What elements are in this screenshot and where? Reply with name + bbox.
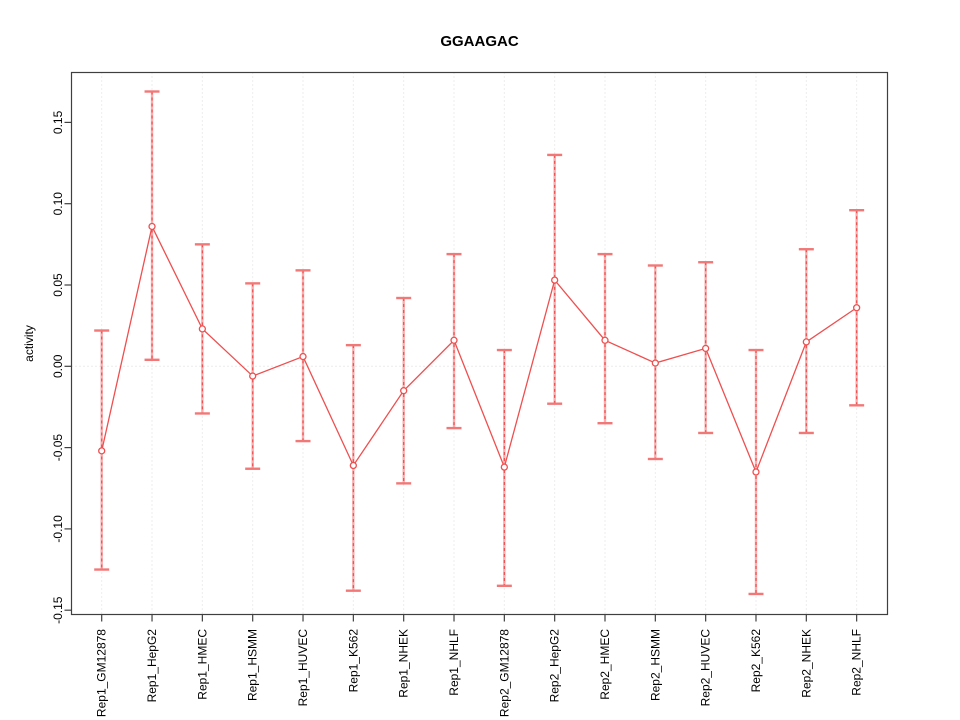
x-tick-label: Rep2_HMEC <box>598 629 612 700</box>
x-tick-label: Rep2_NHLF <box>850 629 864 696</box>
y-tick-label: 0.00 <box>51 354 65 378</box>
data-point-marker <box>601 336 609 344</box>
data-point-marker <box>349 461 358 470</box>
label-layer: 0.15 0.10 0.05 0.00 -0.05 -0.10 -0.15 Rep1_GM12… <box>51 110 864 717</box>
data-point-marker <box>802 338 810 346</box>
x-tick-label: Rep1_HMEC <box>195 629 209 700</box>
x-tick-label: Rep2_HSMM <box>648 629 662 701</box>
data-point-marker <box>752 468 760 476</box>
y-tick-label: 0.05 <box>51 273 65 297</box>
plot-border <box>70 71 889 616</box>
data-point-marker <box>98 447 106 455</box>
data-point-marker <box>651 359 659 367</box>
x-tick-label: Rep1_NHLF <box>447 629 461 696</box>
data-point-marker <box>299 352 307 361</box>
x-tick-label: Rep1_GM12878 <box>95 629 109 717</box>
data-point-marker <box>500 463 508 471</box>
y-tick-label: -0.15 <box>51 596 65 624</box>
data-point-marker <box>148 222 156 231</box>
x-tick-label: Rep1_HSMM <box>246 629 260 701</box>
y-axis-title: activity <box>22 325 36 362</box>
data-point-marker <box>400 387 408 395</box>
x-tick-label: Rep1_K562 <box>346 629 360 693</box>
data-point-marker <box>450 336 458 344</box>
x-tick-label: Rep1_HepG2 <box>145 629 159 703</box>
data-point-marker <box>702 344 710 353</box>
chart-title: GGAAGAC <box>440 33 519 50</box>
y-tick-label: 0.10 <box>51 192 65 216</box>
data-point-marker <box>198 325 207 333</box>
y-tick-label: -0.10 <box>51 515 65 543</box>
data-point-marker <box>551 276 559 284</box>
x-tick-label: Rep2_GM12878 <box>497 629 511 717</box>
series-layer <box>98 222 861 476</box>
x-tick-label: Rep2_NHEK <box>799 629 813 698</box>
x-tick-label: Rep2_HepG2 <box>548 629 562 703</box>
series-line <box>101 224 858 474</box>
axis-layer <box>64 71 889 622</box>
x-tick-label: Rep1_HUVEC <box>296 629 310 707</box>
data-point-marker <box>249 372 257 380</box>
errorbar-layer <box>94 90 865 596</box>
grid-layer <box>71 72 888 615</box>
x-tick-label: Rep1_NHEK <box>397 629 411 698</box>
x-tick-label: Rep2_K562 <box>749 629 763 693</box>
x-tick-label: Rep2_HUVEC <box>699 629 713 707</box>
y-tick-label: 0.15 <box>51 110 65 134</box>
data-point-marker <box>853 304 861 312</box>
y-tick-label: -0.05 <box>51 434 65 462</box>
